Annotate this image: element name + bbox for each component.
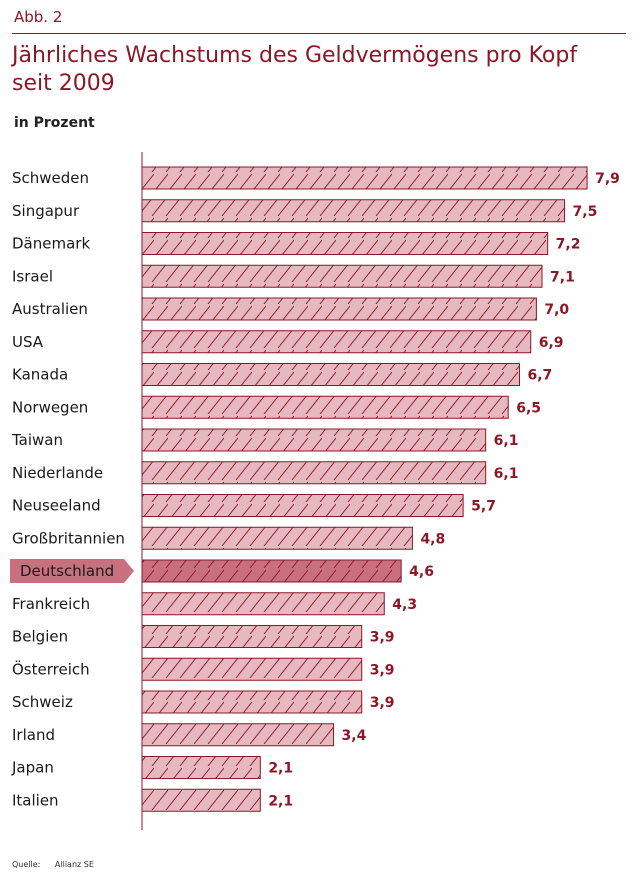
figure-label: Abb. 2 <box>14 8 63 26</box>
category-label: Taiwan <box>11 431 63 449</box>
value-label: 5,7 <box>471 499 496 515</box>
value-label: 6,7 <box>527 368 552 384</box>
bar-hatch <box>142 658 362 681</box>
chart-title: Jährliches Wachstums des Geldvermögens p… <box>12 43 578 96</box>
category-label: Norwegen <box>12 398 88 416</box>
bar-hatch <box>142 461 486 484</box>
category-label: Irland <box>12 726 55 744</box>
category-label: Dänemark <box>12 235 90 253</box>
value-label: 2,1 <box>268 793 293 809</box>
value-label: 7,0 <box>544 302 569 318</box>
value-label: 3,9 <box>370 662 395 678</box>
value-label: 6,1 <box>494 466 519 482</box>
bar-hatch <box>142 298 537 320</box>
value-label: 2,1 <box>268 761 293 777</box>
value-label: 7,5 <box>573 204 598 220</box>
highlight-tag <box>10 559 134 583</box>
category-label: USA <box>12 333 44 351</box>
value-label: 3,9 <box>370 630 395 646</box>
bar-hatch <box>142 756 261 779</box>
bar-hatch <box>142 330 531 353</box>
bar-hatch <box>142 265 543 288</box>
bar-hatch <box>142 363 520 386</box>
value-label: 6,1 <box>494 433 519 449</box>
bar-hatch <box>142 691 362 713</box>
bar-hatch <box>142 789 261 812</box>
source-value: Allianz SE <box>54 860 94 869</box>
bar-hatch <box>142 167 588 189</box>
bar-hatch <box>142 232 548 255</box>
category-label: Großbritannien <box>12 529 125 547</box>
bar-chart: Schweden 7,9 Singapur 7,5 Dänemark 7,2 Israel 7… <box>10 152 620 830</box>
value-label: 6,5 <box>516 400 541 416</box>
category-label: Schweiz <box>12 693 73 711</box>
category-label: Australien <box>12 300 88 318</box>
category-label: Österreich <box>12 659 90 678</box>
source-note: Quelle: Allianz SE <box>12 860 94 869</box>
bar-hatch <box>142 429 486 451</box>
category-label: Schweden <box>12 169 89 187</box>
category-label: Frankreich <box>12 595 90 613</box>
category-label: Neuseeland <box>12 497 101 515</box>
bar-hatch <box>142 396 509 419</box>
value-label: 6,9 <box>539 335 564 351</box>
bar-hatch <box>142 560 402 582</box>
value-label: 7,9 <box>595 171 620 187</box>
category-label: Belgien <box>12 628 68 646</box>
value-label: 7,1 <box>550 269 575 285</box>
bar-hatch <box>142 723 334 746</box>
source-label: Quelle: <box>12 860 41 869</box>
category-label: Italien <box>12 791 59 809</box>
category-label: Kanada <box>12 366 68 384</box>
category-label: Niederlande <box>12 464 103 482</box>
category-label: Israel <box>12 267 53 285</box>
bar-hatch <box>142 592 385 615</box>
bar-hatch <box>142 625 362 648</box>
category-label: Deutschland <box>20 562 114 580</box>
value-label: 4,6 <box>409 564 434 580</box>
value-label: 7,2 <box>556 237 581 253</box>
bar-hatch <box>142 494 464 517</box>
value-label: 4,3 <box>392 597 417 613</box>
chart-subtitle: in Prozent <box>14 115 95 131</box>
value-label: 4,8 <box>420 531 445 547</box>
category-label: Singapur <box>12 202 80 220</box>
value-label: 3,4 <box>342 728 367 744</box>
value-label: 3,9 <box>370 695 395 711</box>
category-label: Japan <box>11 759 54 777</box>
bar-hatch <box>142 527 413 550</box>
header-rule <box>12 33 626 34</box>
bar-hatch <box>142 199 565 222</box>
